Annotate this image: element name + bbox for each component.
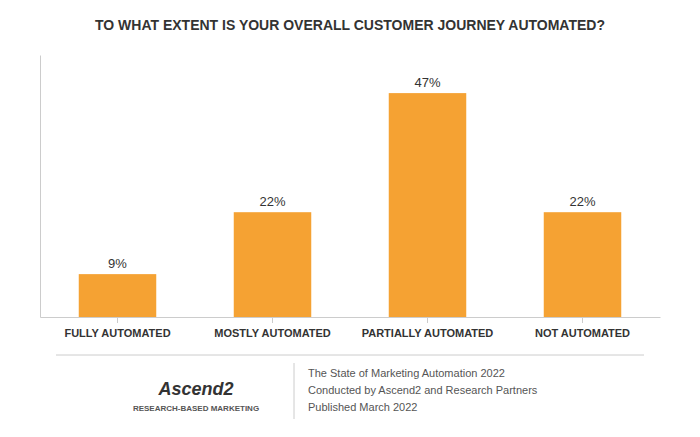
- footer-logo: Ascend2: [157, 379, 233, 399]
- y-axis: [40, 56, 41, 318]
- x-tick: FULLY AUTOMATED: [64, 317, 170, 339]
- x-tick: PARTIALLY AUTOMATED: [362, 317, 494, 339]
- footer-tagline: RESEARCH-BASED MARKETING: [133, 404, 259, 413]
- footer-citation: Conducted by Ascend2 and Research Partne…: [308, 384, 538, 396]
- x-axis: FULLY AUTOMATED MOSTLY AUTOMATED PARTIALLY…: [41, 317, 661, 339]
- bars: [79, 93, 622, 317]
- y-axis-line: [40, 56, 41, 318]
- data-label: 47%: [414, 75, 440, 90]
- x-tick: NOT AUTOMATED: [535, 317, 630, 339]
- bar: [234, 212, 312, 317]
- footer-citation: Published March 2022: [308, 401, 417, 413]
- bar: [79, 274, 157, 317]
- chart: TO WHAT EXTENT IS YOUR OVERALL CUSTOMER …: [0, 0, 700, 437]
- x-axis-line: [41, 317, 661, 318]
- data-label: 9%: [108, 256, 127, 271]
- x-tick-mark: [272, 317, 273, 323]
- data-label: 22%: [569, 194, 595, 209]
- data-labels: 9% 22% 47% 22%: [108, 75, 596, 271]
- footer-separator: [294, 363, 295, 419]
- x-tick-mark: [427, 317, 428, 323]
- bar: [544, 212, 622, 317]
- x-tick-mark: [117, 317, 118, 323]
- x-tick-mark: [582, 317, 583, 323]
- title: TO WHAT EXTENT IS YOUR OVERALL CUSTOMER …: [95, 17, 605, 33]
- x-tick-label: MOSTLY AUTOMATED: [214, 327, 331, 339]
- x-tick: MOSTLY AUTOMATED: [214, 317, 331, 339]
- footer-citation: The State of Marketing Automation 2022: [308, 367, 505, 379]
- bar: [389, 93, 467, 317]
- x-tick-label: FULLY AUTOMATED: [64, 327, 170, 339]
- x-tick-label: PARTIALLY AUTOMATED: [362, 327, 494, 339]
- footer-divider: [56, 355, 644, 356]
- plot-area: FULLY AUTOMATED MOSTLY AUTOMATED PARTIALLY…: [41, 56, 661, 340]
- x-tick-label: NOT AUTOMATED: [535, 327, 630, 339]
- data-label: 22%: [259, 194, 285, 209]
